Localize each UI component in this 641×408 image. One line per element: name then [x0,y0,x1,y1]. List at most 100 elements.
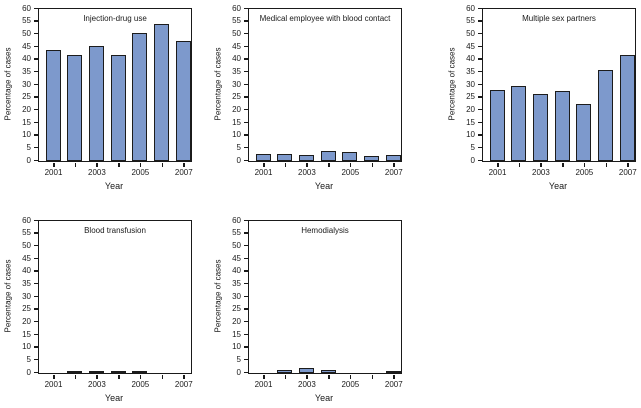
y-axis-tick [244,346,248,348]
bar-2004 [110,54,126,161]
x-axis-tick [74,375,77,379]
y-axis-tick [34,320,38,323]
x-axis-tick [349,375,352,379]
x-axis-tick [306,163,308,167]
x-axis-tick [306,375,308,379]
y-axis-tick [244,7,248,9]
y-tick-label: 25 [232,304,241,314]
y-tick-label: 0 [26,367,31,377]
y-tick-label: 20 [22,316,31,326]
x-axis-tick [139,163,142,167]
x-tick-label: 2005 [575,168,594,177]
chart-panel-blood-transfusion: Percentage of cases Blood transfusion Ye… [0,212,200,408]
y-tick-label: 0 [26,155,31,165]
bar-2007 [385,370,401,373]
x-axis-tick [263,163,265,167]
y-tick-label: 20 [466,104,475,114]
y-axis-tick [34,70,38,73]
y-tick-label: 10 [22,130,31,140]
y-axis-tick [478,83,482,85]
y-axis-tick [34,270,38,272]
y-tick-label: 30 [232,291,241,301]
x-axis-tick [518,163,521,167]
y-axis-tick [478,20,482,22]
x-tick-label: 2001 [488,168,507,177]
y-tick-label: 35 [232,278,241,288]
x-axis-tick [562,163,564,167]
bar-2006 [364,156,380,161]
y-tick-label: 55 [22,16,31,26]
y-tick-label: 40 [466,54,475,64]
y-axis-tick [478,70,482,73]
x-tick-label: 2005 [341,168,360,177]
x-axis-tick [393,163,395,167]
y-tick-label: 40 [232,266,241,276]
x-tick-label: 2001 [254,168,273,177]
x-axis-tick [284,163,287,167]
y-axis-tick [244,333,248,335]
y-tick-label: 5 [26,142,31,152]
y-tick-label: 50 [22,28,31,38]
y-axis-tick [34,308,38,310]
plot-area: Medical employee with blood contact [248,8,402,162]
y-axis-tick [478,159,482,161]
y-tick-label: 45 [22,253,31,263]
x-axis-tick [540,163,542,167]
y-axis-tick [244,96,248,98]
x-axis-tick [627,163,629,167]
y-tick-label: 5 [470,142,475,152]
bar-2005 [132,33,148,161]
y-tick-label: 60 [232,215,241,225]
x-tick-label: 2007 [618,168,637,177]
y-tick-label: 0 [236,367,241,377]
chart-title: Blood transfusion [84,226,146,235]
x-axis-tick [328,375,330,379]
y-tick-label: 60 [22,3,31,13]
bar-2006 [154,24,170,161]
y-tick-label: 35 [232,66,241,76]
y-tick-label: 15 [232,329,241,339]
x-axis-tick [605,163,608,167]
y-tick-label: 45 [466,41,475,51]
y-tick-label: 5 [236,354,241,364]
y-tick-label: 15 [466,117,475,127]
y-tick-label: 30 [22,291,31,301]
y-axis-tick [34,244,38,247]
bar-2005 [576,104,592,161]
bar-2002 [511,86,527,161]
y-tick-label: 20 [232,104,241,114]
y-tick-label: 60 [466,3,475,13]
y-axis-tick [34,96,38,98]
y-axis-tick [478,108,482,111]
x-axis-tick [371,163,374,167]
y-axis-tick [244,83,248,85]
y-axis-tick [244,45,248,47]
bar-2002 [67,371,83,373]
y-axis-tick [478,121,482,123]
x-axis-tick [118,375,120,379]
y-axis-tick [34,282,38,285]
x-axis-tick [263,375,265,379]
y-tick-label: 25 [232,92,241,102]
x-tick-label: 2005 [131,380,150,389]
bar-2003 [532,93,548,161]
y-axis-tick [34,358,38,361]
x-tick-label: 2003 [298,380,316,389]
x-tick-label: 2007 [174,380,193,389]
y-axis-tick [34,295,38,297]
x-axis-tick [53,375,55,379]
x-axis-tick [96,375,98,379]
x-tick-label: 2007 [384,168,403,177]
y-tick-label: 15 [22,117,31,127]
y-axis-tick [478,96,482,98]
y-tick-label: 45 [232,253,241,263]
y-axis-tick [34,32,38,35]
y-axis-tick [478,7,482,9]
y-tick-label: 5 [26,354,31,364]
x-tick-label: 2003 [532,168,550,177]
y-axis-tick [478,134,482,136]
y-axis-tick [478,146,482,149]
y-axis-tick [34,159,38,161]
y-axis-tick [244,282,248,285]
